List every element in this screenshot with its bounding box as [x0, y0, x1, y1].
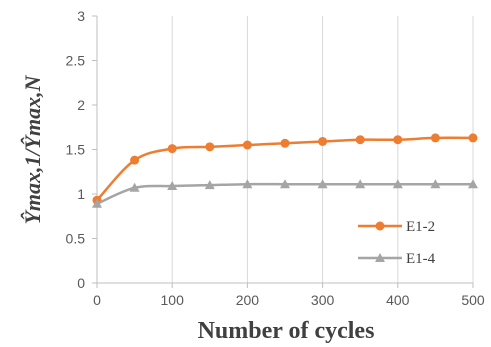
data-point-E1-2-500 — [468, 133, 478, 143]
x-tick-label-5: 500 — [461, 292, 485, 308]
data-point-E1-4-300 — [317, 179, 328, 189]
data-point-E1-2-50 — [130, 155, 140, 165]
y-tick-label-1: 0.5 — [66, 231, 86, 247]
series-E1-2 — [92, 133, 478, 205]
x-tick-label-1: 100 — [161, 292, 185, 308]
data-point-E1-4-100 — [167, 180, 178, 190]
vertical-gridlines — [171, 16, 474, 283]
legend-label-E1-2: E1-2 — [406, 219, 435, 235]
y-tick-label-4: 2 — [77, 97, 85, 113]
data-point-E1-4-500 — [468, 179, 478, 189]
data-point-E1-4-200 — [242, 179, 253, 189]
data-point-E1-4-150 — [204, 180, 215, 190]
data-point-E1-4-50 — [129, 182, 140, 192]
y-tick-label-3: 1.5 — [66, 142, 86, 158]
data-point-E1-2-250 — [280, 138, 290, 148]
legend-marker-E1-2 — [375, 221, 385, 231]
data-point-E1-2-450 — [430, 133, 440, 143]
data-point-E1-2-350 — [355, 135, 365, 145]
x-tick-label-2: 200 — [236, 292, 260, 308]
legend-marker-E1-4 — [375, 253, 385, 262]
series-layer — [92, 133, 478, 208]
legend-entry-E1-2: E1-2 — [358, 219, 435, 235]
data-point-E1-4-350 — [355, 179, 366, 189]
data-point-E1-2-100 — [167, 144, 177, 154]
data-point-E1-4-250 — [280, 179, 290, 189]
axes — [96, 16, 473, 284]
data-point-E1-2-300 — [318, 136, 328, 146]
x-tick-label-3: 300 — [311, 292, 335, 308]
y-tick-label-6: 3 — [77, 8, 85, 24]
data-point-E1-2-150 — [205, 142, 215, 152]
legend: E1-2 E1-4 — [358, 219, 436, 267]
legend-label-E1-4: E1-4 — [406, 251, 436, 267]
y-tick-label-0: 0 — [77, 275, 85, 291]
y-tick-label-5: 2.5 — [66, 53, 86, 69]
data-point-E1-2-200 — [242, 140, 252, 150]
x-tick-label-0: 0 — [93, 292, 101, 308]
data-point-E1-4-400 — [392, 179, 403, 189]
legend-entry-E1-4: E1-4 — [358, 251, 436, 267]
y-tick-labels: 0 0.5 1 1.5 2 2.5 3 — [66, 8, 97, 291]
x-tick-labels: 0 100 200 300 400 500 — [93, 283, 485, 308]
data-point-E1-4-0 — [92, 198, 102, 208]
y-tick-label-2: 1 — [77, 186, 85, 202]
x-axis-title: Number of cycles — [198, 318, 375, 344]
data-point-E1-2-400 — [393, 135, 403, 145]
x-tick-label-4: 400 — [386, 292, 410, 308]
series-E1-4 — [92, 179, 478, 208]
y-axis-title: Ŷmax,1/Ŷmax,N — [20, 74, 45, 224]
data-point-E1-4-450 — [430, 179, 441, 189]
